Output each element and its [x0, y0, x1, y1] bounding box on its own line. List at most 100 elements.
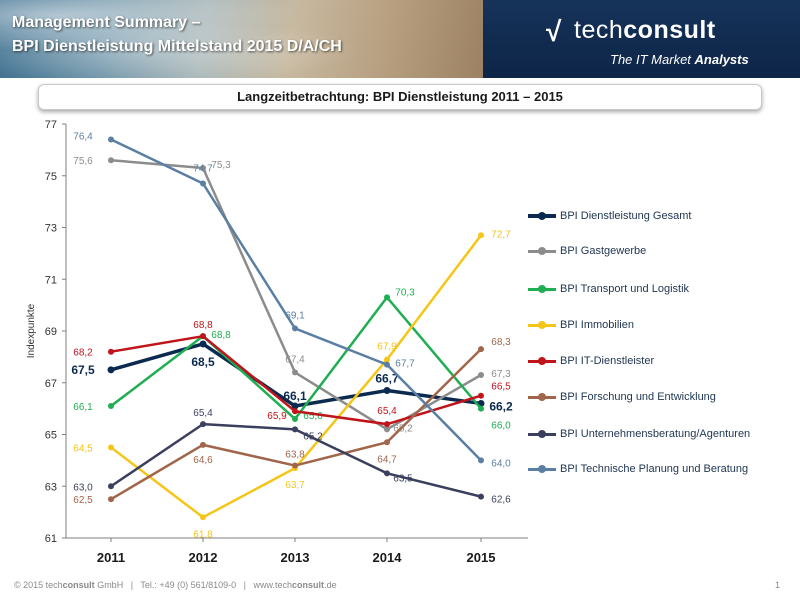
data-label: 68,2	[73, 348, 93, 359]
data-label: 64,0	[491, 458, 511, 469]
legend-marker	[538, 321, 546, 329]
data-point	[200, 441, 206, 448]
data-label: 65,2	[303, 431, 323, 442]
legend-marker	[538, 465, 546, 473]
data-label: 68,3	[491, 337, 511, 348]
data-label: 62,5	[73, 495, 93, 506]
data-label: 67,7	[395, 359, 415, 370]
y-tick-label: 69	[45, 326, 57, 338]
legend-label: BPI Gastgewerbe	[560, 245, 647, 257]
series-line	[110, 234, 482, 519]
data-label: 75,3	[211, 160, 231, 171]
data-label: 66,7	[375, 372, 399, 386]
data-label: 67,3	[491, 369, 511, 380]
techconsult-logo-icon: √	[546, 16, 562, 47]
x-tick-label: 2015	[467, 550, 496, 565]
data-label: 66,2	[489, 399, 513, 413]
x-tick-label: 2011	[97, 550, 125, 565]
data-label: 62,6	[491, 495, 511, 506]
data-point	[292, 415, 298, 422]
data-point	[108, 444, 114, 451]
data-label: 65,9	[267, 411, 287, 422]
data-point	[478, 346, 484, 353]
data-label: 64,5	[73, 443, 93, 454]
y-axis-label: Indexpunkte	[26, 303, 37, 358]
data-point	[200, 333, 206, 340]
data-point	[292, 426, 298, 433]
y-tick-label: 63	[45, 481, 57, 493]
data-point	[108, 496, 114, 503]
legend-label: BPI Dienstleistung Gesamt	[560, 210, 692, 222]
legend-marker	[538, 357, 546, 365]
legend-label: BPI IT-Dienstleister	[560, 355, 655, 367]
data-label: 68,8	[211, 330, 231, 341]
data-label: 65,2	[393, 423, 413, 434]
legend-label: BPI Transport und Logistik	[560, 283, 690, 295]
techconsult-logo: techconsult	[574, 16, 716, 44]
data-label: 67,5	[71, 363, 95, 377]
y-tick-label: 67	[45, 378, 57, 390]
legend-marker	[538, 285, 546, 293]
data-label: 67,4	[285, 354, 305, 365]
data-label: 67,9	[377, 341, 397, 352]
data-label: 75,6	[73, 156, 93, 167]
data-point	[292, 462, 298, 469]
data-label: 66,5	[491, 382, 511, 393]
brand-panel	[483, 0, 800, 78]
page-number: 1	[775, 580, 781, 590]
data-label: 65,6	[303, 411, 323, 422]
data-point	[200, 164, 206, 171]
data-point	[199, 340, 207, 348]
data-point	[291, 402, 299, 410]
data-label: 72,7	[491, 229, 511, 240]
data-label: 66,1	[73, 402, 93, 413]
data-label: 65,4	[193, 408, 213, 419]
data-point	[107, 366, 115, 374]
header-title-line1: Management Summary –	[12, 14, 201, 31]
y-tick-label: 77	[45, 119, 57, 131]
data-point	[478, 457, 484, 464]
data-point	[478, 232, 484, 239]
data-label: 63,5	[393, 473, 413, 484]
data-point	[292, 325, 298, 332]
data-label: 64,6	[193, 455, 213, 466]
data-label: 68,8	[193, 320, 213, 331]
data-point	[384, 426, 390, 433]
data-label: 74,7	[193, 164, 213, 175]
data-point	[292, 408, 298, 415]
data-label: 69,1	[285, 310, 305, 321]
data-label: 76,4	[73, 132, 93, 143]
footer-text: © 2015 techconsult GmbH | Tel.: +49 (0) …	[14, 580, 337, 590]
legend-label: BPI Unternehmensberatung/Agenturen	[560, 428, 751, 440]
data-point	[478, 493, 484, 500]
beach-photo	[0, 0, 483, 78]
data-point	[108, 483, 114, 490]
y-tick-label: 61	[45, 533, 57, 545]
data-point	[384, 361, 390, 368]
data-point	[478, 405, 484, 412]
data-point	[108, 136, 114, 143]
x-tick-label: 2013	[281, 550, 310, 565]
y-tick-label: 73	[45, 223, 57, 235]
data-label: 65,4	[377, 406, 397, 417]
data-label: 70,3	[395, 287, 415, 298]
x-tick-label: 2014	[373, 550, 403, 565]
legend-label: BPI Technische Planung und Beratung	[560, 463, 749, 475]
data-point	[108, 348, 114, 355]
data-label: 63,8	[285, 450, 305, 461]
data-point	[478, 392, 484, 399]
data-label: 66,1	[283, 389, 307, 403]
header-title-line2: BPI Dienstleistung Mittelstand 2015 D/A/…	[12, 38, 342, 55]
data-point	[384, 470, 390, 477]
data-point	[108, 157, 114, 164]
y-tick-label: 65	[45, 430, 57, 442]
legend-label: BPI Immobilien	[560, 319, 634, 331]
x-tick-label: 2012	[189, 550, 218, 565]
legend-marker	[538, 212, 546, 220]
data-point	[384, 356, 390, 363]
header-banner: Management Summary – BPI Dienstleistung …	[0, 0, 800, 78]
data-point	[200, 421, 206, 428]
data-label: 68,5	[191, 355, 215, 369]
data-point	[384, 294, 390, 301]
